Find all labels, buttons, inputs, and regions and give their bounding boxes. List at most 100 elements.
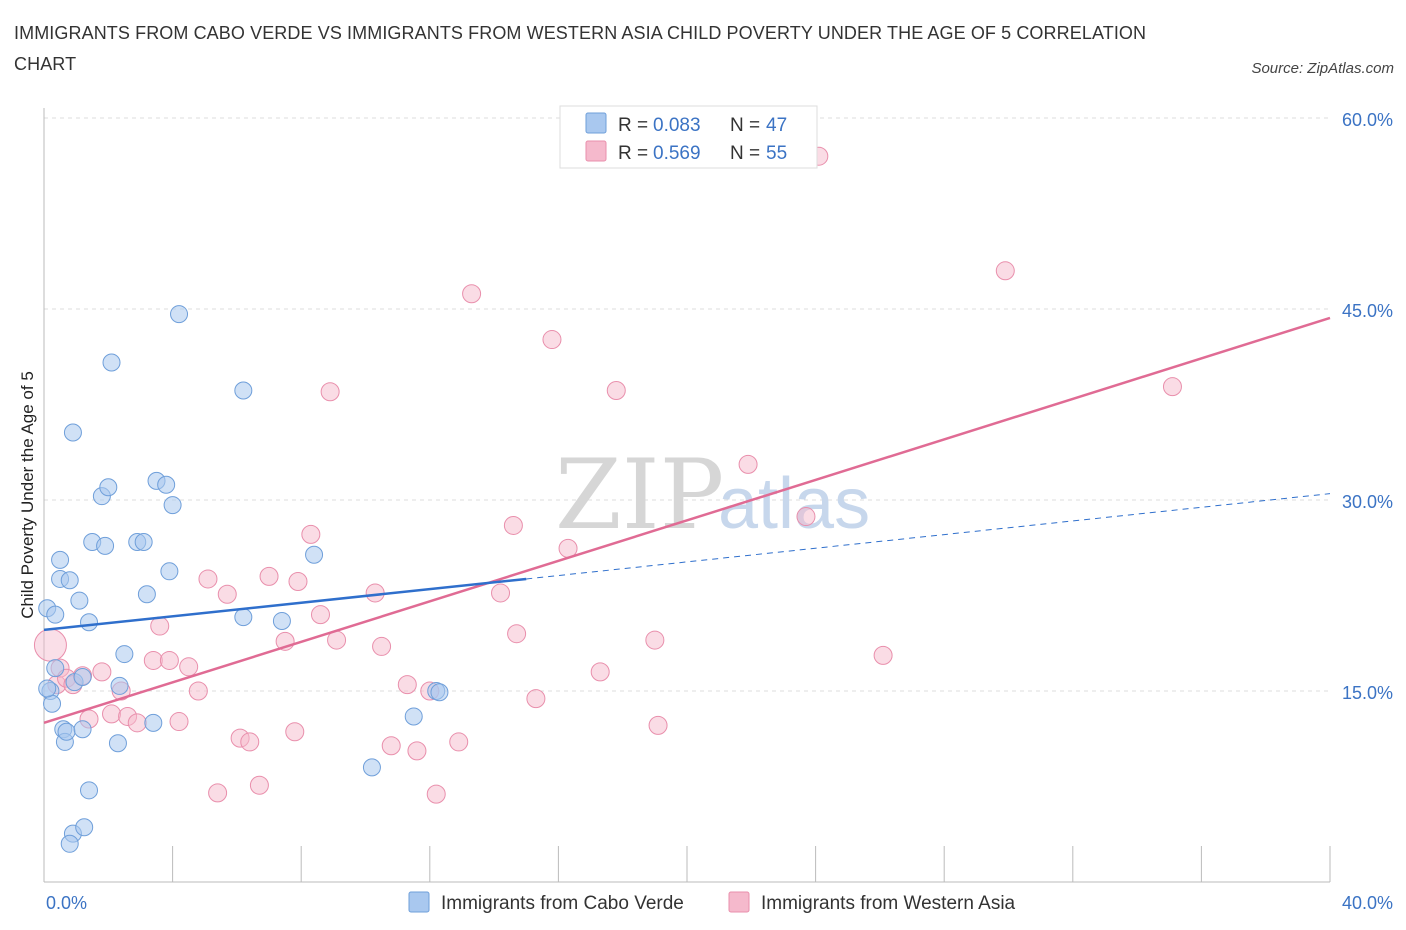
y-axis-title: Child Poverty Under the Age of 5 <box>18 371 37 619</box>
cabo-verde-point <box>115 645 134 664</box>
cabo-verde-point <box>51 550 70 569</box>
western-asia-point <box>310 605 330 625</box>
cabo-verde-point <box>96 536 115 555</box>
western-asia-point <box>127 713 147 733</box>
cabo-verde-point <box>362 758 381 777</box>
legend-n-label: N = <box>730 143 760 164</box>
western-asia-point <box>526 689 546 709</box>
series-legend: Immigrants from Cabo Verde Immigrants fr… <box>408 891 1016 914</box>
axes: 15.0% 30.0% 45.0% 60.0% 0.0% 40.0% <box>43 108 1393 913</box>
legend-swatch-western-asia <box>728 891 750 913</box>
western-asia-point <box>198 569 218 589</box>
cabo-verde-point <box>404 707 423 726</box>
western-asia-point <box>301 524 321 544</box>
western-asia-point <box>873 645 893 665</box>
watermark-zip: ZIP <box>555 439 724 551</box>
legend-label-cabo-verde: Immigrants from Cabo Verde <box>441 893 684 914</box>
cabo-verde-point <box>102 353 121 372</box>
legend-swatch-western-asia <box>585 140 607 162</box>
western-asia-point <box>995 261 1015 281</box>
cabo-verde-point <box>430 683 449 702</box>
western-asia-point <box>397 675 417 695</box>
western-asia-point <box>240 732 260 752</box>
western-asia-trend-line <box>43 316 1331 725</box>
western-asia-point <box>217 584 237 604</box>
western-asia-point <box>102 704 122 724</box>
cabo-verde-point <box>46 659 65 678</box>
western-asia-point <box>1162 377 1182 397</box>
legend-n-value: 47 <box>766 115 787 136</box>
western-asia-point <box>320 382 340 402</box>
cabo-verde-point <box>46 605 65 624</box>
western-asia-point <box>796 507 816 527</box>
western-asia-point <box>259 566 279 586</box>
cabo-verde-point <box>73 720 92 739</box>
cabo-verde-point <box>60 834 79 853</box>
western-asia-point <box>188 681 208 701</box>
source-label: Source: ZipAtlas.com <box>1251 60 1394 77</box>
western-asia-point <box>92 662 112 682</box>
cabo-verde-point <box>60 571 79 590</box>
cabo-verde-point <box>137 585 156 604</box>
legend-r-value: 0.083 <box>653 115 701 136</box>
western-asia-point <box>179 657 199 677</box>
cabo-verde-point <box>144 713 163 732</box>
western-asia-point <box>426 784 446 804</box>
cabo-verde-point <box>110 676 129 695</box>
cabo-verde-point <box>160 562 179 581</box>
data-points <box>33 146 1182 853</box>
western-asia-point <box>503 515 523 535</box>
cabo-verde-point <box>170 305 189 324</box>
cabo-verde-point <box>63 423 82 442</box>
western-asia-point <box>150 616 170 636</box>
cabo-verde-point <box>134 533 153 552</box>
cabo-verde-point <box>38 679 57 698</box>
western-asia-point <box>169 712 189 732</box>
legend-swatch-cabo-verde <box>585 112 607 134</box>
western-asia-point <box>738 454 758 474</box>
trend-lines <box>43 316 1331 725</box>
western-asia-point <box>407 741 427 761</box>
cabo-verde-point <box>43 694 62 713</box>
western-asia-point <box>381 736 401 756</box>
cabo-verde-point <box>70 591 89 610</box>
western-asia-point <box>449 732 469 752</box>
western-asia-point <box>590 662 610 682</box>
y-tick-label: 45.0% <box>1342 301 1393 321</box>
cabo-verde-point <box>272 611 291 630</box>
western-asia-point <box>159 650 179 670</box>
western-asia-point <box>606 380 626 400</box>
legend-swatch-cabo-verde <box>408 891 430 913</box>
western-asia-point <box>542 330 562 350</box>
cabo-verde-point <box>157 475 176 494</box>
x-tick-label: 40.0% <box>1342 893 1393 913</box>
western-asia-point <box>372 636 392 656</box>
western-asia-point <box>288 571 308 591</box>
cabo-verde-point <box>99 478 118 497</box>
watermark-atlas: atlas <box>718 464 870 544</box>
cabo-verde-point <box>234 608 253 627</box>
legend-n-value: 55 <box>766 143 787 164</box>
western-asia-point <box>249 775 269 795</box>
western-asia-point <box>208 783 228 803</box>
cabo-verde-trend-extension <box>526 493 1331 580</box>
cabo-verde-point <box>163 496 182 515</box>
gridlines <box>44 117 1330 692</box>
legend-label-western-asia: Immigrants from Western Asia <box>761 893 1016 914</box>
y-tick-label: 30.0% <box>1342 492 1393 512</box>
western-asia-point <box>462 284 482 304</box>
legend-r-value: 0.569 <box>653 143 701 164</box>
cabo-verde-point <box>305 545 324 564</box>
y-tick-label: 60.0% <box>1342 110 1393 130</box>
cabo-verde-point <box>80 781 99 800</box>
correlation-legend: R = 0.083 N = 47 R = 0.569 N = 55 <box>559 105 818 169</box>
western-asia-point <box>491 583 511 603</box>
western-asia-point <box>143 650 163 670</box>
western-asia-point <box>507 624 527 644</box>
chart-title: IMMIGRANTS FROM CABO VERDE VS IMMIGRANTS… <box>14 23 1147 74</box>
cabo-verde-point <box>234 381 253 400</box>
legend-r-label: R = <box>618 115 648 136</box>
cabo-verde-point <box>57 722 76 741</box>
y-tick-label: 15.0% <box>1342 683 1393 703</box>
